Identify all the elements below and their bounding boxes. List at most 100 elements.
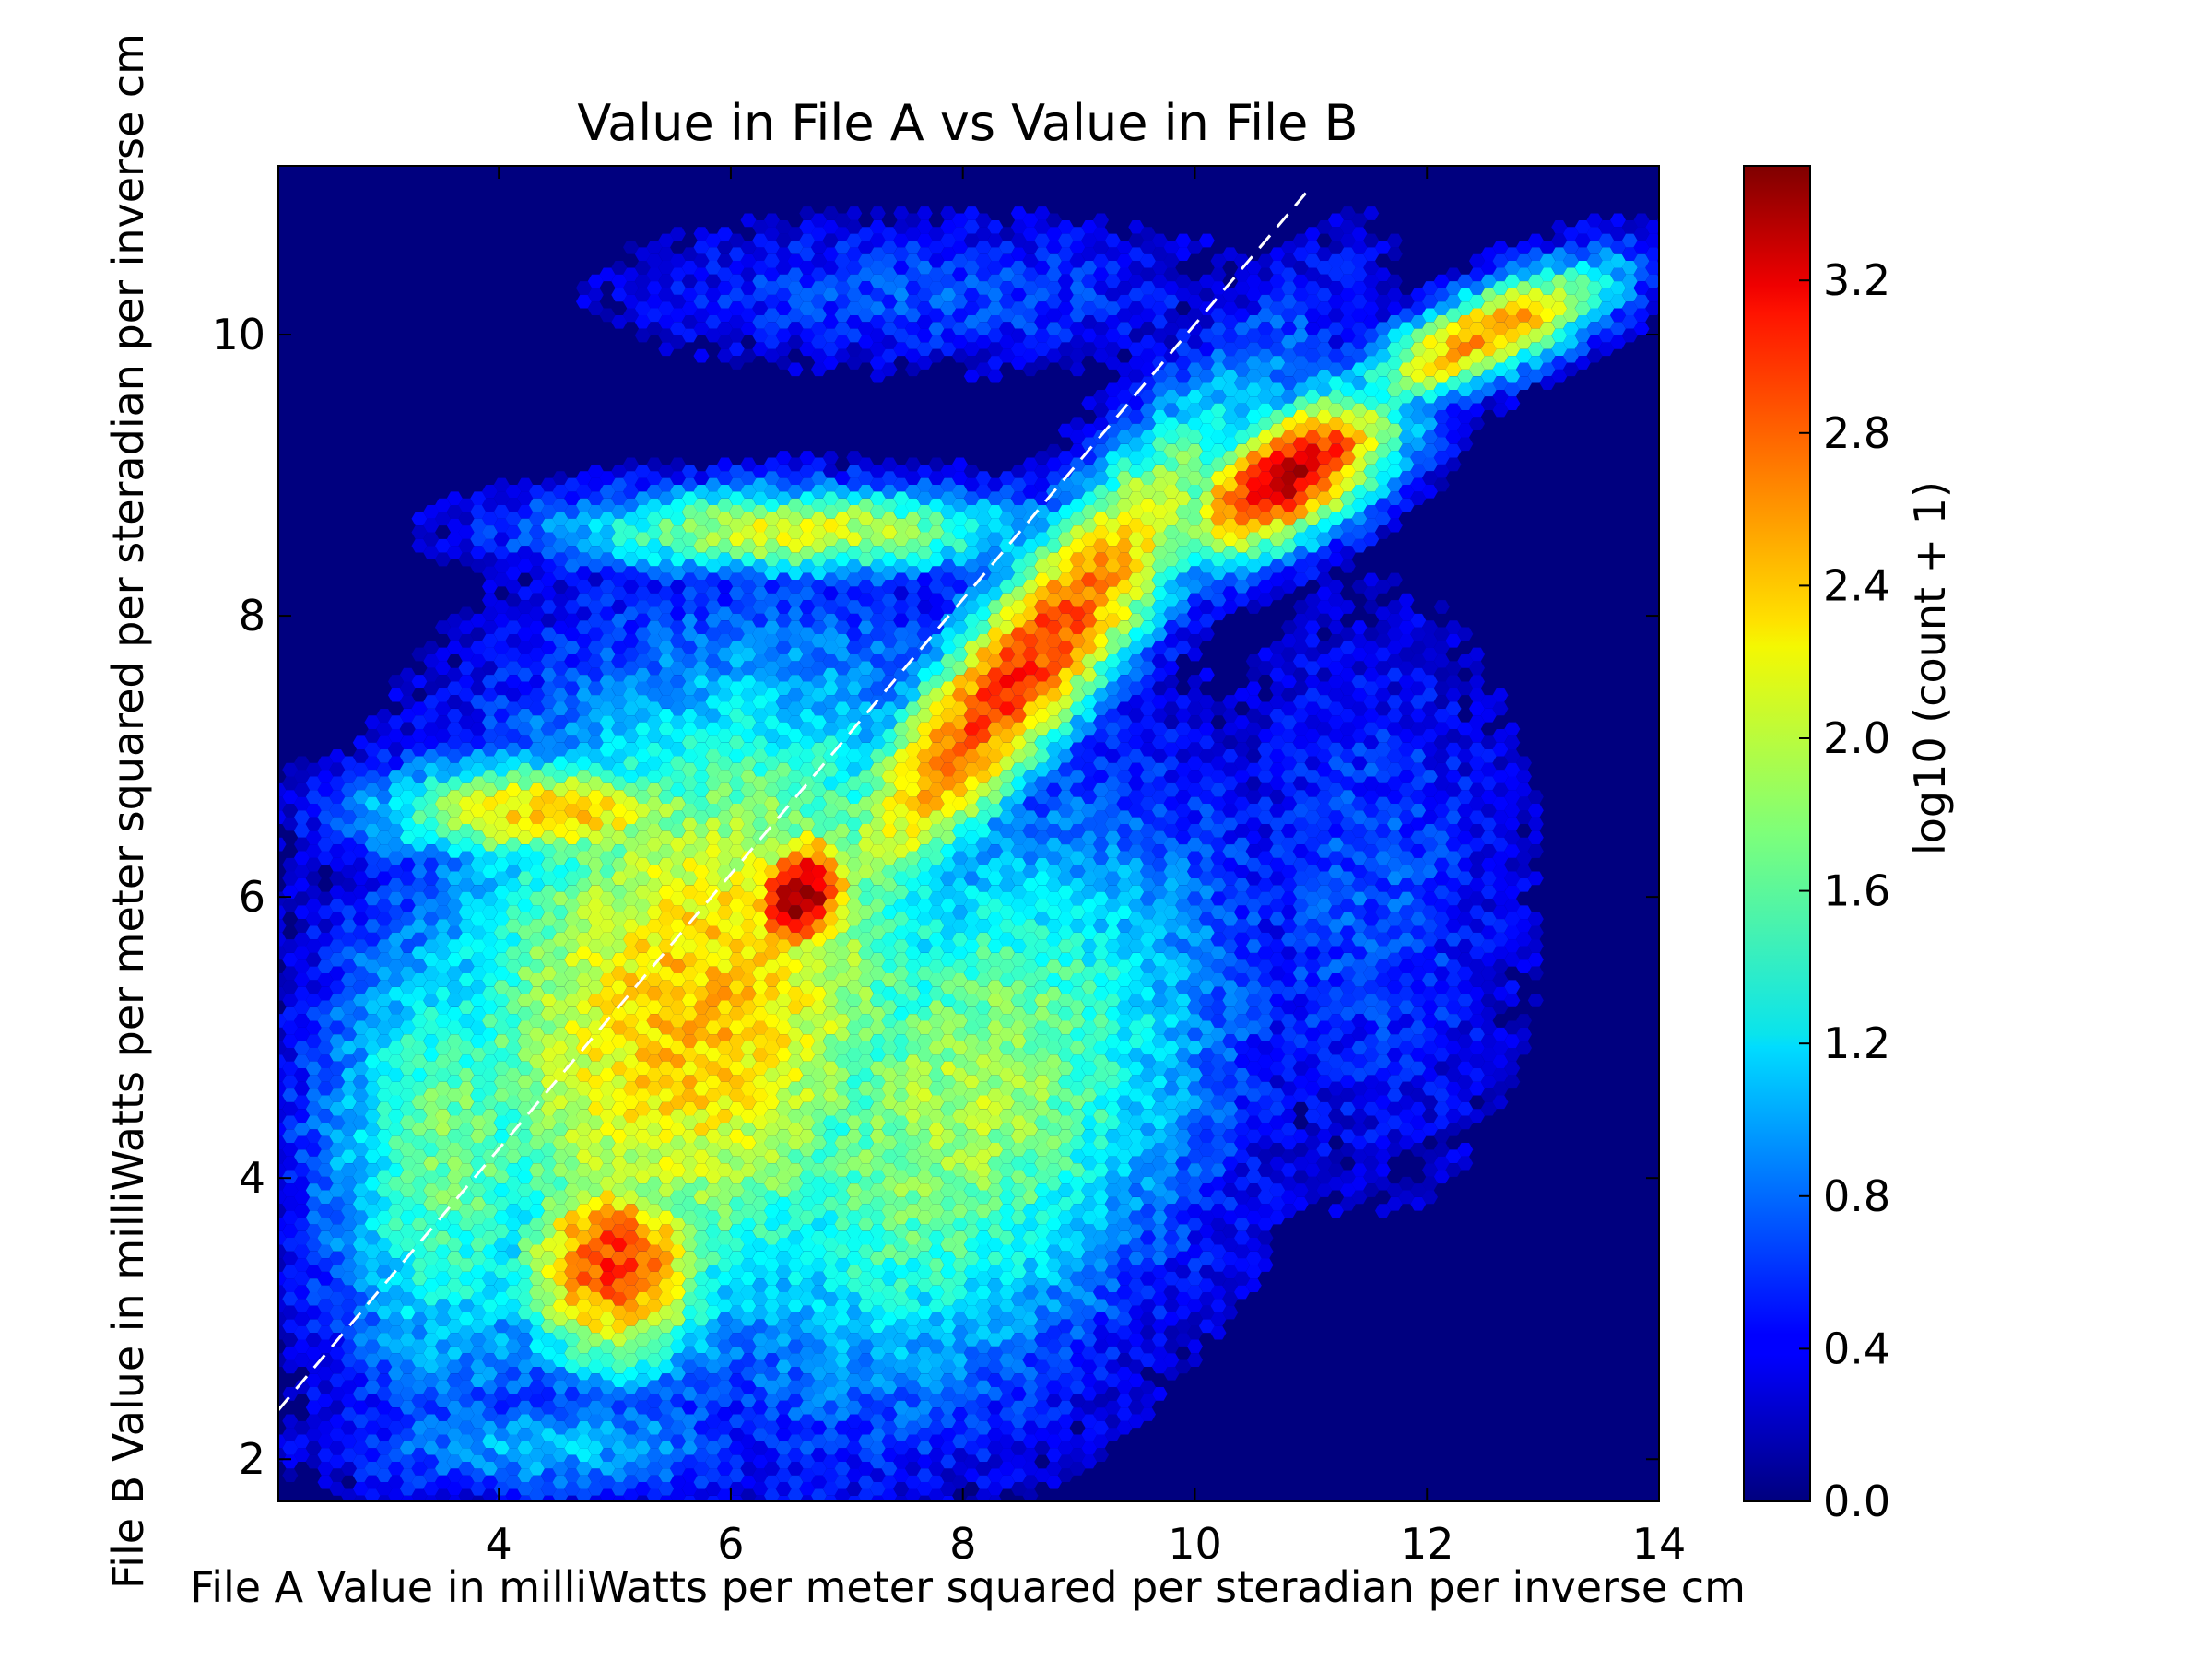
hexbin-cell (399, 776, 416, 791)
hexbin-cell (376, 1238, 393, 1252)
hexbin-cell (282, 803, 299, 818)
hexbin-cell (388, 1407, 404, 1421)
hexbin-cell (470, 1265, 487, 1279)
hexbin-cell (364, 1000, 381, 1015)
hexbin-cell (446, 925, 463, 940)
hexbin-cell (470, 1333, 487, 1347)
hexbin-cell (423, 966, 440, 981)
hexbin-cell (388, 1420, 404, 1435)
hexbin-cell (282, 1034, 299, 1048)
hexbin-cell (446, 749, 463, 763)
hexbin-cell (411, 1054, 428, 1069)
hexbin-cell (423, 1400, 440, 1415)
hexbin-cell (317, 1407, 334, 1421)
hexbin-cell (282, 1047, 299, 1062)
hexbin-cell (399, 1075, 416, 1089)
hexbin-cell (446, 1333, 463, 1347)
hexbin-cell (458, 728, 475, 743)
hexbin-cell (376, 952, 393, 967)
hexbin-cell (282, 1468, 299, 1483)
hexbin-cell (446, 817, 463, 831)
hexbin-cell (423, 641, 440, 654)
hexbin-cell (294, 1014, 310, 1028)
hexbin-cell (411, 1394, 428, 1408)
hexbin-cell (470, 1183, 487, 1197)
hexbin-cell (294, 1190, 310, 1205)
hexbin-cell (352, 1088, 369, 1102)
hexbin-cell (376, 994, 393, 1007)
hexbin-cell (329, 1400, 346, 1415)
hexbin-cell (305, 1400, 322, 1415)
hexbin-cell (458, 1230, 475, 1245)
hexbin-cell (435, 701, 451, 716)
hexbin-cell (482, 688, 498, 702)
hexbin-cell (493, 803, 510, 818)
hexbin-cell (411, 1299, 428, 1313)
hexbin-cell (352, 776, 369, 791)
hexbin-cell (470, 966, 487, 981)
hexbin-cell (305, 1428, 322, 1441)
hexbin-cell (341, 919, 357, 933)
hexbin-cell (399, 1115, 416, 1130)
hexbin-cell (305, 952, 322, 967)
hexbin-cell (411, 1462, 428, 1476)
hexbin-cell (458, 865, 475, 878)
hexbin-cell (470, 518, 487, 533)
hexbin-cell (470, 1441, 487, 1455)
hexbin-cell (435, 1312, 451, 1326)
hexbin-cell (482, 851, 498, 865)
hexbin-cell (305, 1238, 322, 1252)
hexbin-cell (388, 1176, 404, 1191)
hexbin-cell (317, 1366, 334, 1381)
hexbin-cell (423, 735, 440, 750)
hexbin-cell (282, 952, 299, 967)
hexbin-cell (352, 1359, 369, 1374)
hexbin-cell (352, 925, 369, 940)
hexbin-cell (364, 877, 381, 892)
hexbin-cell (364, 1407, 381, 1421)
hexbin-cell (399, 681, 416, 696)
hexbin-cell (294, 1434, 310, 1449)
hexbin-cell (446, 613, 463, 628)
hexbin-cell (411, 1420, 428, 1435)
hexbin-cell (305, 1265, 322, 1279)
hexbin-cell (458, 1353, 475, 1367)
hexbin-cell (352, 1101, 369, 1116)
hexbin-cell (305, 1088, 322, 1102)
hexbin-cell (376, 1143, 393, 1157)
hexbin-cell (388, 715, 404, 729)
hexbin-cell (341, 1420, 357, 1435)
hexbin-cell (435, 1434, 451, 1449)
hexbin-cell (329, 1346, 346, 1360)
hexbin-cell (458, 1041, 475, 1055)
hexbin-cell (305, 1143, 322, 1157)
hexbin-cell (435, 932, 451, 947)
hexbin-cell (482, 946, 498, 960)
hexbin-cell (294, 1244, 310, 1259)
hexbin-cell (388, 1339, 404, 1354)
hexbin-cell (317, 1068, 334, 1082)
hexbin-cell (482, 877, 498, 892)
hexbin-cell (458, 1068, 475, 1082)
hexbin-cell (364, 1380, 381, 1394)
hexbin-cell (411, 891, 428, 906)
hexbin-cell (317, 837, 334, 852)
hexbin-cell (341, 1271, 357, 1286)
hexbin-cell (482, 647, 498, 662)
hexbin-cell (329, 1387, 346, 1401)
hexbin-cells (278, 206, 1659, 1501)
hexbin-cell (364, 1312, 381, 1326)
hexbin-cell (399, 695, 416, 709)
hexbin-cell (388, 972, 404, 987)
hexbin-cell (305, 885, 322, 900)
hexbin-cell (482, 1407, 498, 1421)
hexbin-cell (423, 1210, 440, 1225)
hexbin-cell (388, 782, 404, 797)
hexbin-cell (482, 932, 498, 947)
hexbin-cell (294, 1339, 310, 1354)
hexbin-cell (364, 1434, 381, 1449)
hexbin-cell (470, 980, 487, 994)
hexbin-cell (446, 491, 463, 506)
hexbin-cell (482, 1475, 498, 1489)
hexbin-cell (446, 1061, 463, 1076)
